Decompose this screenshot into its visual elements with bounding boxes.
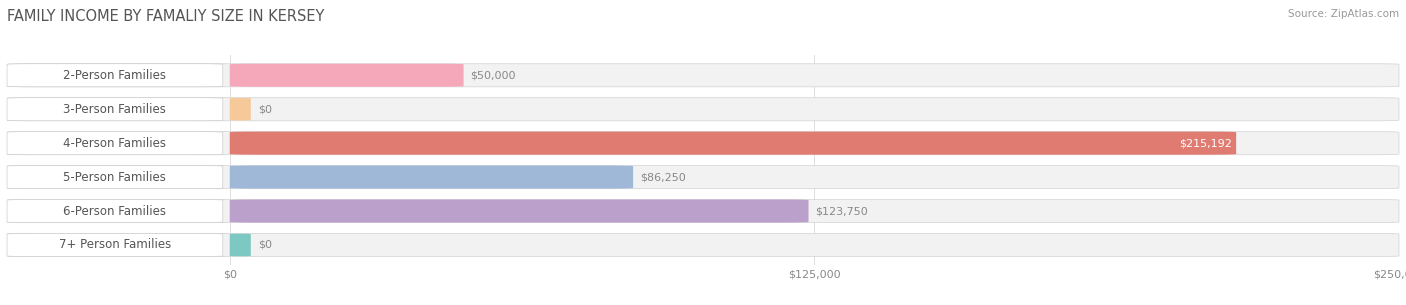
FancyBboxPatch shape [7,98,1399,121]
FancyBboxPatch shape [229,64,464,87]
Text: 6-Person Families: 6-Person Families [63,205,166,217]
Text: $123,750: $123,750 [815,206,869,216]
Text: Source: ZipAtlas.com: Source: ZipAtlas.com [1288,9,1399,19]
FancyBboxPatch shape [7,233,222,257]
Text: FAMILY INCOME BY FAMALIY SIZE IN KERSEY: FAMILY INCOME BY FAMALIY SIZE IN KERSEY [7,9,325,24]
Text: 3-Person Families: 3-Person Families [63,103,166,116]
FancyBboxPatch shape [7,132,222,155]
Text: 7+ Person Families: 7+ Person Families [59,239,172,252]
Text: $0: $0 [257,240,271,250]
Text: 2-Person Families: 2-Person Families [63,69,166,82]
FancyBboxPatch shape [7,132,1399,155]
FancyBboxPatch shape [229,132,1236,155]
FancyBboxPatch shape [229,166,633,188]
Text: $215,192: $215,192 [1180,138,1232,148]
Text: 5-Person Families: 5-Person Families [63,170,166,184]
FancyBboxPatch shape [226,233,254,257]
FancyBboxPatch shape [7,233,1399,257]
Text: 4-Person Families: 4-Person Families [63,137,166,150]
FancyBboxPatch shape [7,98,222,121]
FancyBboxPatch shape [7,166,222,188]
FancyBboxPatch shape [7,64,1399,87]
FancyBboxPatch shape [7,64,222,87]
FancyBboxPatch shape [226,98,254,121]
FancyBboxPatch shape [7,199,222,223]
FancyBboxPatch shape [229,199,808,223]
FancyBboxPatch shape [7,166,1399,188]
Text: $86,250: $86,250 [640,172,686,182]
Text: $50,000: $50,000 [471,70,516,80]
FancyBboxPatch shape [7,199,1399,223]
Text: $0: $0 [257,104,271,114]
